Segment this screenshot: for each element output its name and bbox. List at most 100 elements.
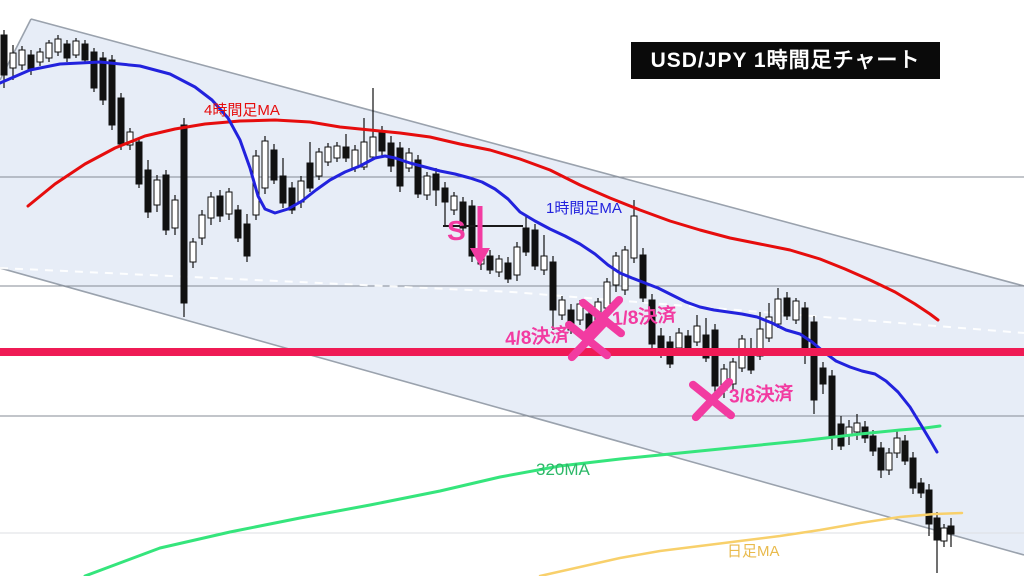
bull-candle [360, 141, 368, 168]
bear-candle [639, 254, 647, 299]
bull-candle [792, 300, 800, 321]
exit-x-icon [579, 295, 625, 340]
bear-candle [877, 447, 885, 471]
gridlines [0, 176, 1024, 534]
bear-candle [342, 146, 350, 159]
bull-candle [885, 452, 893, 471]
bear-candle [522, 227, 530, 253]
sell-arrow-icon [470, 206, 490, 266]
bear-candle [99, 57, 107, 101]
ma-line-1時間足MA [0, 60, 939, 454]
exit-4-8-label: 4/8決済 [504, 324, 571, 351]
bull-candle [315, 151, 323, 177]
chart-title: USD/JPY 1時間足チャート [631, 42, 940, 79]
ma-daily-label: 日足MA [727, 543, 780, 560]
exit-3-8-label: 3/8決済 [728, 383, 794, 408]
bull-candle [423, 175, 431, 196]
bear-candle [947, 525, 955, 535]
bear-candle [684, 335, 692, 349]
bear-candle [504, 262, 512, 280]
bull-candle [765, 316, 773, 339]
bull-candle [333, 145, 341, 159]
bull-candle [198, 214, 206, 239]
bear-candle [396, 147, 404, 187]
bear-candle [108, 59, 116, 126]
bull-candle [207, 196, 215, 219]
bear-candle [279, 175, 287, 204]
ma-line-320MA [83, 424, 942, 576]
bear-candle [901, 440, 909, 462]
bull-candle [450, 195, 458, 211]
bear-candle [869, 435, 877, 452]
bear-candle [81, 43, 89, 61]
bull-candle [495, 258, 503, 273]
bear-candle [432, 173, 440, 191]
bull-candle [940, 527, 948, 542]
bear-candle [459, 201, 467, 229]
bear-candle [216, 195, 224, 217]
exit-x-icon [689, 377, 735, 422]
exit-1-8-label: 1/8決済 [611, 304, 678, 331]
bear-candle [144, 169, 152, 213]
ma-4h-label: 4時間足MA [204, 102, 280, 119]
ma-1h-label: 1時間足MA [546, 200, 622, 217]
bear-candle [468, 205, 476, 257]
bear-candle [90, 51, 98, 89]
bear-candle [648, 299, 656, 345]
bear-candle [441, 187, 449, 203]
bull-candle [225, 191, 233, 215]
ma-line-4時間足MA [26, 118, 940, 322]
bear-candle [378, 131, 386, 152]
bear-candle [180, 124, 188, 304]
bull-candle [324, 146, 332, 163]
bull-candle [621, 249, 629, 291]
bull-candle [729, 361, 737, 385]
bear-candle [783, 297, 791, 317]
bear-candle [702, 334, 710, 359]
bear-candle [414, 159, 422, 195]
ma-line-日足MA [538, 511, 964, 576]
bull-candle [261, 140, 269, 189]
bear-candle [828, 375, 836, 437]
bear-candle [288, 187, 296, 211]
bear-candle [387, 142, 395, 167]
bear-candle [270, 149, 278, 181]
bull-candle [603, 281, 611, 309]
bull-candle [171, 199, 179, 229]
bear-candle [909, 457, 917, 489]
bull-candle [369, 136, 377, 158]
bull-candle [189, 241, 197, 263]
bear-candle [117, 97, 125, 145]
bear-candle [810, 321, 818, 401]
bear-candle [234, 209, 242, 239]
bear-candle [27, 54, 35, 71]
bear-candle [0, 34, 8, 76]
bear-candle [801, 307, 809, 355]
bull-candle [630, 215, 638, 259]
exit-x-icon [565, 317, 611, 362]
bear-candle [711, 329, 719, 387]
bull-candle [513, 246, 521, 276]
bull-candle [675, 332, 683, 349]
bear-candle [531, 229, 539, 267]
sell-entry-label: S [447, 215, 466, 246]
bear-candle [135, 141, 143, 185]
bull-candle [126, 131, 134, 146]
bull-candle [72, 40, 80, 56]
bear-candle [549, 261, 557, 311]
bull-candle [18, 49, 26, 66]
bear-candle [933, 517, 941, 541]
bull-candle [693, 325, 701, 343]
bear-candle [63, 43, 71, 59]
bear-candle [486, 255, 494, 271]
bull-candle [853, 422, 861, 433]
bear-candle [306, 162, 314, 189]
bull-candle [893, 437, 901, 454]
bull-candle [153, 179, 161, 206]
bull-candle [540, 255, 548, 271]
ma-320-label: 320MA [536, 460, 590, 479]
bear-candle [917, 482, 925, 494]
bull-candle [558, 299, 566, 316]
